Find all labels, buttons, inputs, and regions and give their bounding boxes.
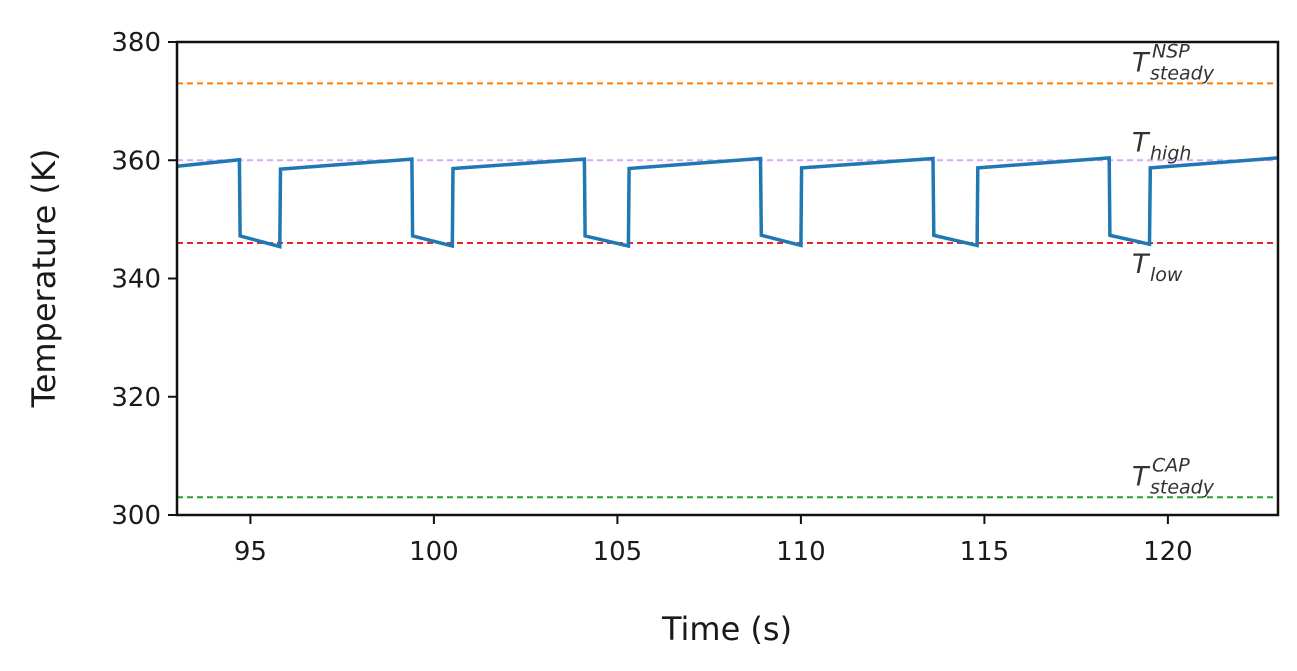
x-tick-label: 115 (960, 537, 1010, 567)
annotation-nsp: T (1132, 47, 1151, 78)
annotation-nsp-sup: NSP (1152, 40, 1190, 62)
annotation-nsp-sub: steady (1150, 62, 1215, 84)
y-tick-label: 320 (111, 383, 161, 413)
x-tick-label: 105 (593, 537, 643, 567)
annotation-high: T (1132, 127, 1151, 158)
y-tick-label: 340 (111, 265, 161, 295)
y-tick-label: 360 (111, 146, 161, 176)
x-tick-label: 120 (1143, 537, 1193, 567)
annotation-high-sub: high (1150, 142, 1191, 164)
y-tick-label: 300 (111, 501, 161, 531)
x-tick-label: 110 (776, 537, 826, 567)
temperature-series-line (176, 156, 1279, 249)
annotation-cap-sup: CAP (1152, 454, 1190, 476)
x-axis-label: Time (s) (661, 610, 792, 648)
annotation-low: T (1132, 249, 1151, 280)
annotation-cap-sub: steady (1150, 476, 1215, 498)
y-axis-label: Temperature (K) (25, 149, 63, 409)
y-tick-label: 380 (111, 28, 161, 58)
plot-frame (175, 40, 1280, 517)
x-tick-label: 100 (409, 537, 459, 567)
x-tick-label: 95 (234, 537, 267, 567)
annotation-low-sub: low (1150, 264, 1183, 286)
annotation-cap: T (1132, 461, 1151, 492)
